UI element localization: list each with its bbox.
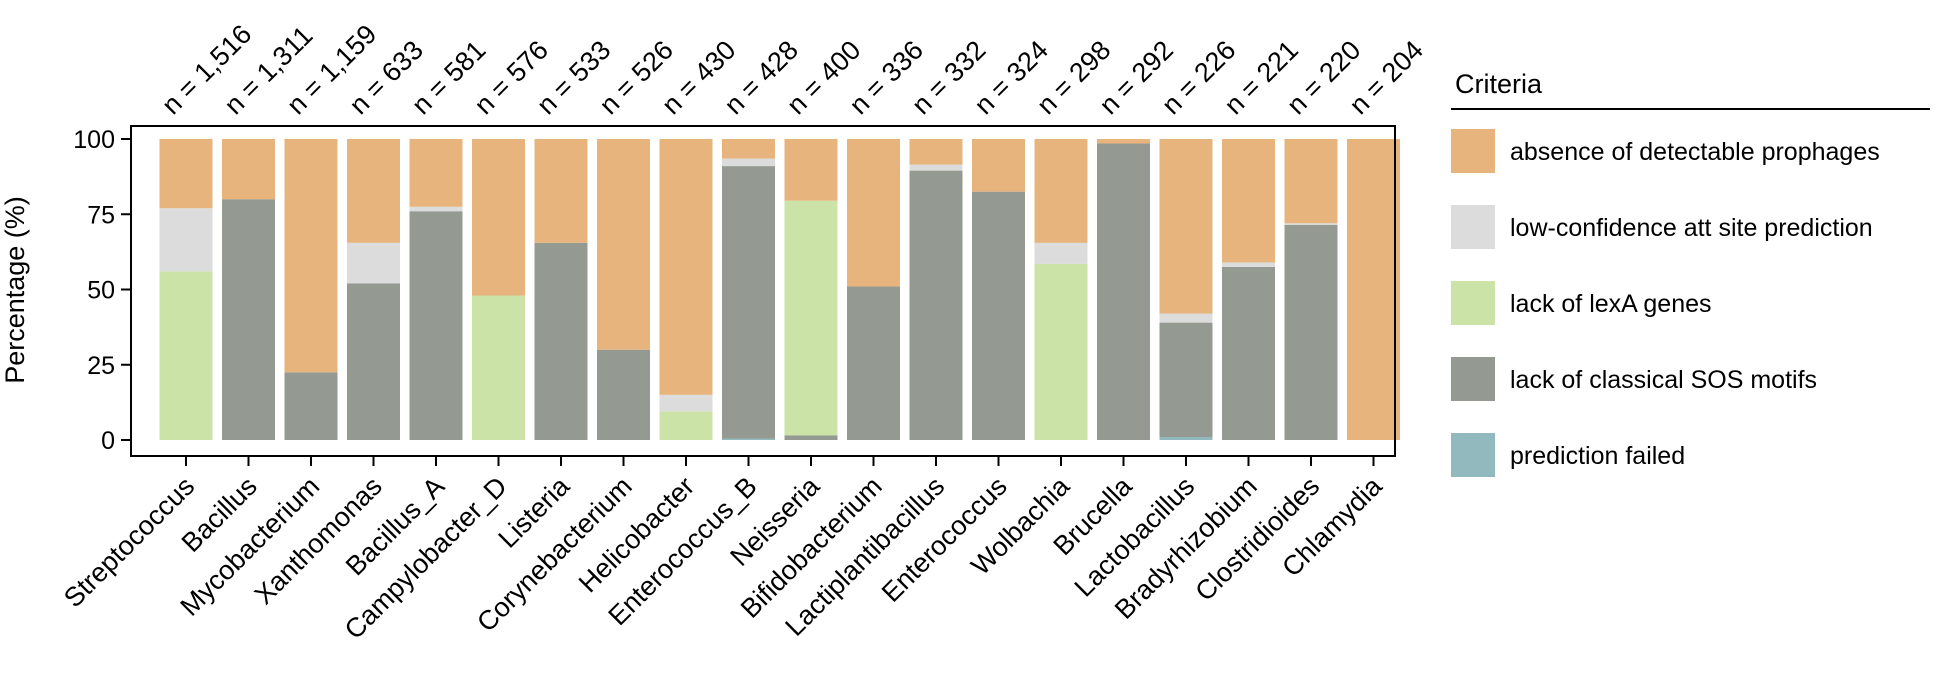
bar-segment-enterococcus-b-prediction-failed xyxy=(722,438,775,440)
y-tick-label: 0 xyxy=(101,427,115,455)
bar-segment-wolbachia-low-confidence-att-site-prediction xyxy=(1034,242,1088,264)
bar-segment-enterococcus-absence-of-detectable-prophages xyxy=(972,139,1025,192)
bar-segment-xanthomonas-lack-of-classical-sos-motifs xyxy=(347,283,400,440)
bar-segment-lactobacillus-prediction-failed xyxy=(1159,436,1213,440)
legend-label-prediction-failed: prediction failed xyxy=(1510,442,1685,470)
bar-segment-mycobacterium-absence-of-detectable-prophages xyxy=(284,139,338,373)
legend-swatch-lack-of-classical-sos-motifs xyxy=(1451,357,1495,401)
legend-swatch-absence-of-detectable-prophages xyxy=(1451,129,1495,173)
x-axis: StreptococcusBacillusMycobacteriumXantho… xyxy=(58,456,1388,645)
legend-swatch-prediction-failed xyxy=(1451,433,1495,477)
bars-layer xyxy=(159,139,1400,441)
bar-segment-neisseria-lack-of-classical-sos-motifs xyxy=(784,435,838,440)
bar-segment-mycobacterium-lack-of-classical-sos-motifs xyxy=(284,372,338,440)
bar-segment-lactiplantibacillus-low-confidence-att-site-prediction xyxy=(909,164,963,171)
legend-title: Criteria xyxy=(1455,69,1543,99)
bar-segment-listeria-lack-of-classical-sos-motifs xyxy=(534,242,588,440)
bar-segment-bradyrhizobium-low-confidence-att-site-prediction xyxy=(1222,262,1275,267)
bar-segment-clostridioides-absence-of-detectable-prophages xyxy=(1284,139,1338,224)
bar-segment-lactobacillus-lack-of-classical-sos-motifs xyxy=(1159,322,1213,437)
y-tick-label: 75 xyxy=(87,201,115,229)
bar-segment-clostridioides-low-confidence-att-site-prediction xyxy=(1284,223,1338,225)
bar-segment-neisseria-absence-of-detectable-prophages xyxy=(784,139,838,201)
bar-segment-enterococcus-b-absence-of-detectable-prophages xyxy=(722,139,775,159)
bar-segment-wolbachia-absence-of-detectable-prophages xyxy=(1034,139,1088,243)
bar-segment-lactiplantibacillus-absence-of-detectable-prophages xyxy=(909,139,963,165)
bar-segment-bifidobacterium-lack-of-classical-sos-motifs xyxy=(847,286,900,440)
plot-frame xyxy=(130,125,1396,457)
bar-segment-xanthomonas-low-confidence-att-site-prediction xyxy=(347,242,400,284)
legend: Criteria absence of detectable prophages… xyxy=(1451,69,1930,477)
bar-segment-listeria-absence-of-detectable-prophages xyxy=(534,139,588,243)
legend-swatch-low-confidence-att-site-prediction xyxy=(1451,205,1495,249)
bar-segment-bradyrhizobium-absence-of-detectable-prophages xyxy=(1222,139,1275,263)
bar-segment-bacillus-a-lack-of-classical-sos-motifs xyxy=(409,211,463,440)
bar-segment-bacillus-absence-of-detectable-prophages xyxy=(222,139,275,200)
legend-label-low-confidence-att-site-prediction: low-confidence att site prediction xyxy=(1510,214,1873,242)
bar-segment-bacillus-lack-of-classical-sos-motifs xyxy=(222,199,275,440)
bar-segment-lactiplantibacillus-lack-of-classical-sos-motifs xyxy=(909,170,963,441)
bar-segment-streptococcus-absence-of-detectable-prophages xyxy=(159,139,213,209)
bar-segment-streptococcus-lack-of-lexa-genes xyxy=(159,271,213,440)
bar-segment-enterococcus-lack-of-classical-sos-motifs xyxy=(972,191,1025,440)
legend-label-lack-of-classical-sos-motifs: lack of classical SOS motifs xyxy=(1510,366,1817,394)
bar-segment-corynebacterium-lack-of-classical-sos-motifs xyxy=(597,349,650,440)
bar-segment-wolbachia-lack-of-lexa-genes xyxy=(1034,263,1088,440)
bar-segment-brucella-absence-of-detectable-prophages xyxy=(1097,139,1150,144)
bar-segment-lactobacillus-absence-of-detectable-prophages xyxy=(1159,139,1213,314)
y-axis-title: Percentage (%) xyxy=(0,196,30,384)
bar-segment-bradyrhizobium-lack-of-classical-sos-motifs xyxy=(1222,266,1275,440)
bar-segment-chlamydia-absence-of-detectable-prophages xyxy=(1347,139,1400,440)
bar-segment-bifidobacterium-absence-of-detectable-prophages xyxy=(847,139,900,287)
bar-segment-campylobacter-d-lack-of-lexa-genes xyxy=(472,295,525,440)
bar-segment-streptococcus-low-confidence-att-site-prediction xyxy=(159,208,213,272)
legend-label-absence-of-detectable-prophages: absence of detectable prophages xyxy=(1510,138,1880,166)
bar-segment-neisseria-lack-of-lexa-genes xyxy=(784,200,838,436)
y-tick-label: 25 xyxy=(87,352,115,380)
y-tick-label: 50 xyxy=(87,277,115,305)
bar-segment-enterococcus-b-low-confidence-att-site-prediction xyxy=(722,158,775,167)
bar-segment-xanthomonas-absence-of-detectable-prophages xyxy=(347,139,400,243)
bar-segment-helicobacter-absence-of-detectable-prophages xyxy=(659,139,713,395)
bar-segment-helicobacter-low-confidence-att-site-prediction xyxy=(659,394,713,412)
bar-segment-corynebacterium-absence-of-detectable-prophages xyxy=(597,139,650,350)
bar-segment-clostridioides-lack-of-classical-sos-motifs xyxy=(1284,224,1338,440)
y-tick-label: 100 xyxy=(73,126,115,154)
bar-segment-lactobacillus-low-confidence-att-site-prediction xyxy=(1159,313,1213,323)
legend-label-lack-of-lexa-genes: lack of lexA genes xyxy=(1510,290,1712,318)
bar-segment-helicobacter-lack-of-lexa-genes xyxy=(659,411,713,440)
bar-segment-brucella-lack-of-classical-sos-motifs xyxy=(1097,143,1150,440)
bar-segment-bacillus-a-absence-of-detectable-prophages xyxy=(409,139,463,207)
y-axis: 0 25 50 75 100 xyxy=(73,126,131,455)
bar-segment-bacillus-a-low-confidence-att-site-prediction xyxy=(409,206,463,212)
legend-swatch-lack-of-lexa-genes xyxy=(1451,281,1495,325)
bar-segment-campylobacter-d-absence-of-detectable-prophages xyxy=(472,139,525,296)
bar-segment-enterococcus-b-lack-of-classical-sos-motifs xyxy=(722,166,775,439)
x-tick-label-streptococcus: Streptococcus xyxy=(58,471,200,613)
